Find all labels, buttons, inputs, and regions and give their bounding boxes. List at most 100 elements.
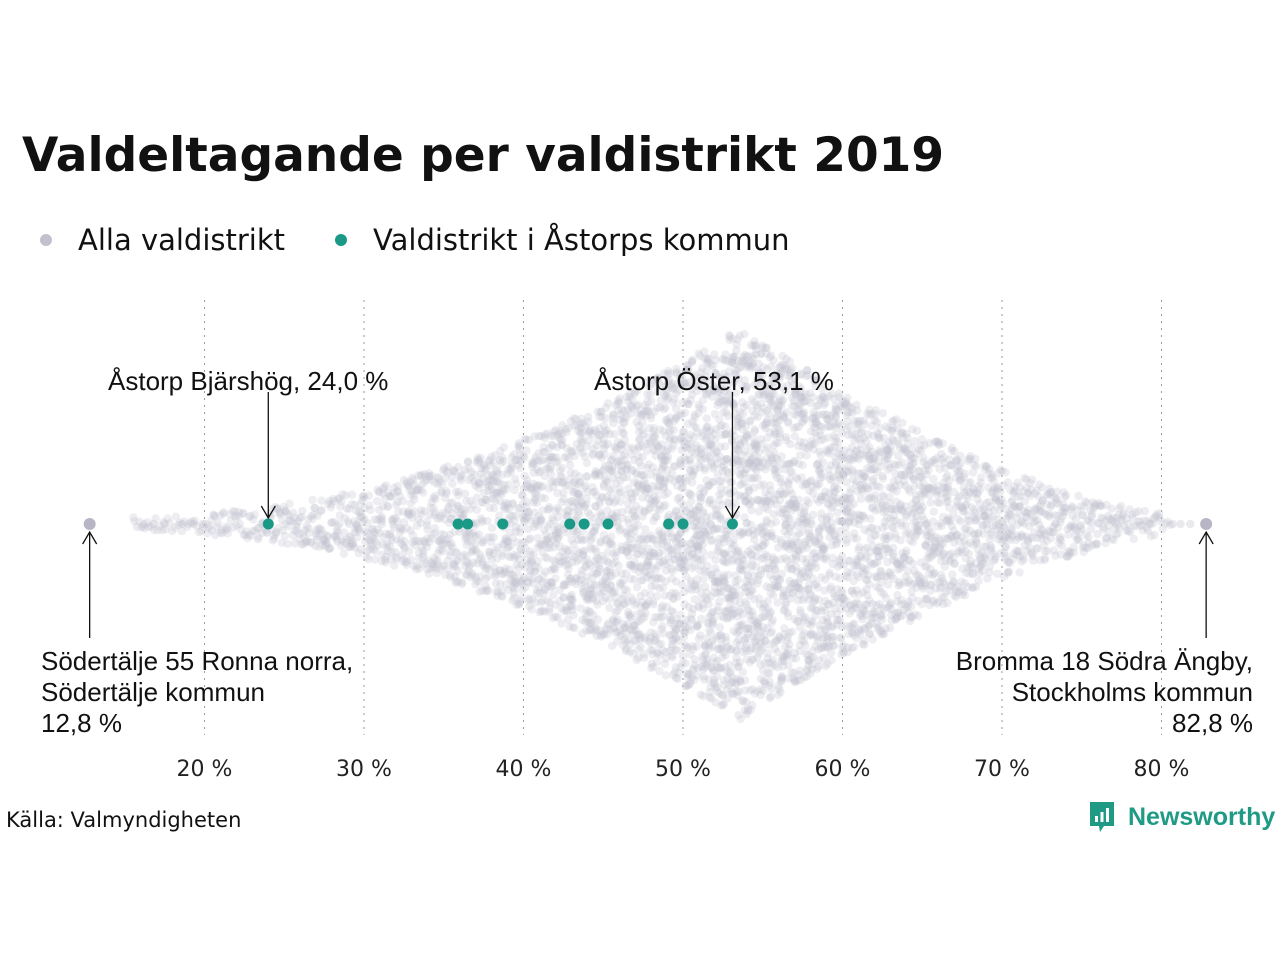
swarm-point [184, 520, 193, 529]
swarm-point [646, 633, 655, 642]
swarm-point [661, 447, 671, 456]
swarm-point [170, 523, 179, 532]
swarm-point [661, 671, 671, 680]
swarm-point [666, 646, 675, 656]
swarm-point [354, 507, 364, 516]
swarm-point [329, 532, 339, 541]
swarm-point [657, 535, 667, 544]
swarm-point [852, 534, 861, 543]
swarm-point [350, 500, 359, 510]
swarm-point [585, 618, 594, 628]
swarm-point [699, 574, 708, 584]
swarm-point [519, 484, 528, 493]
swarm-point [404, 547, 414, 556]
swarm-point [514, 461, 523, 470]
swarm-point [624, 515, 633, 524]
swarm-point [439, 463, 449, 473]
swarm-point [390, 523, 399, 532]
swarm-point [608, 540, 617, 549]
swarm-point [632, 655, 641, 665]
swarm-point [430, 528, 440, 538]
swarm-point [616, 410, 625, 419]
swarm-point [657, 440, 667, 449]
swarm-point [589, 444, 598, 453]
swarm-point [529, 459, 538, 469]
swarm-point [617, 546, 626, 555]
swarm-point [564, 454, 573, 463]
swarm-point [469, 500, 478, 510]
swarm-point [657, 381, 667, 390]
swarm-point [812, 563, 821, 572]
swarm-point [658, 539, 667, 548]
swarm-point [729, 399, 738, 409]
swarm-point [532, 481, 541, 490]
swarm-point [585, 585, 594, 595]
swarm-point [669, 425, 678, 435]
swarm-point [588, 451, 598, 460]
swarm-point [668, 635, 677, 645]
swarm-point [769, 591, 778, 600]
swarm-point [578, 435, 588, 445]
swarm-point [420, 507, 429, 516]
swarm-point [610, 623, 619, 632]
swarm-point [508, 511, 517, 521]
swarm-point [592, 631, 601, 640]
swarm-point [499, 570, 508, 579]
swarm-point [778, 395, 788, 405]
swarm-point [449, 559, 458, 568]
swarm-point [373, 515, 382, 525]
swarm-point [663, 444, 673, 454]
swarm-point [337, 541, 346, 551]
swarm-point [530, 496, 540, 505]
swarm-point [576, 445, 585, 454]
swarm-point [439, 508, 448, 518]
swarm-point [576, 477, 585, 487]
swarm-point [506, 468, 515, 477]
swarm-point [521, 507, 531, 517]
swarm-point [398, 540, 408, 550]
swarm-point [580, 535, 590, 544]
swarm-point [626, 612, 635, 621]
swarm-point [627, 395, 637, 405]
swarm-point [165, 518, 174, 528]
swarm-point [540, 585, 550, 594]
swarm-point [516, 544, 525, 554]
chart-title: Valdeltagande per valdistrikt 2019 [22, 128, 945, 183]
swarm-point [653, 486, 662, 495]
swarm-point [586, 425, 595, 434]
swarm-point [569, 478, 579, 487]
swarm-point [583, 487, 592, 497]
swarm-point [656, 613, 666, 622]
swarm-point [603, 584, 612, 593]
swarm-point [509, 577, 519, 587]
swarm-point [647, 414, 656, 423]
swarm-point [425, 472, 434, 481]
swarm-point [414, 548, 424, 557]
swarm-point [356, 508, 366, 517]
swarm-point [630, 600, 639, 609]
swarm-point [624, 611, 633, 620]
swarm-point [599, 586, 609, 596]
swarm-point [639, 534, 648, 544]
swarm-point [368, 533, 377, 542]
swarm-point [445, 551, 455, 560]
swarm-point [519, 513, 528, 522]
swarm-point [588, 488, 597, 497]
swarm-point [541, 567, 550, 576]
swarm-point [221, 522, 230, 531]
swarm-point [669, 440, 678, 450]
swarm-point [508, 570, 517, 579]
swarm-point [646, 499, 655, 508]
swarm-point [429, 504, 438, 513]
swarm-point [463, 537, 473, 546]
swarm-point [625, 560, 635, 569]
swarm-point [653, 481, 662, 491]
swarm-point [768, 615, 777, 625]
swarm-point [621, 569, 631, 578]
swarm-point [617, 507, 627, 517]
swarm-point [319, 529, 328, 539]
swarm-point [541, 530, 551, 539]
swarm-point [646, 548, 656, 557]
swarm-point [576, 419, 585, 428]
swarm-point [505, 504, 514, 513]
